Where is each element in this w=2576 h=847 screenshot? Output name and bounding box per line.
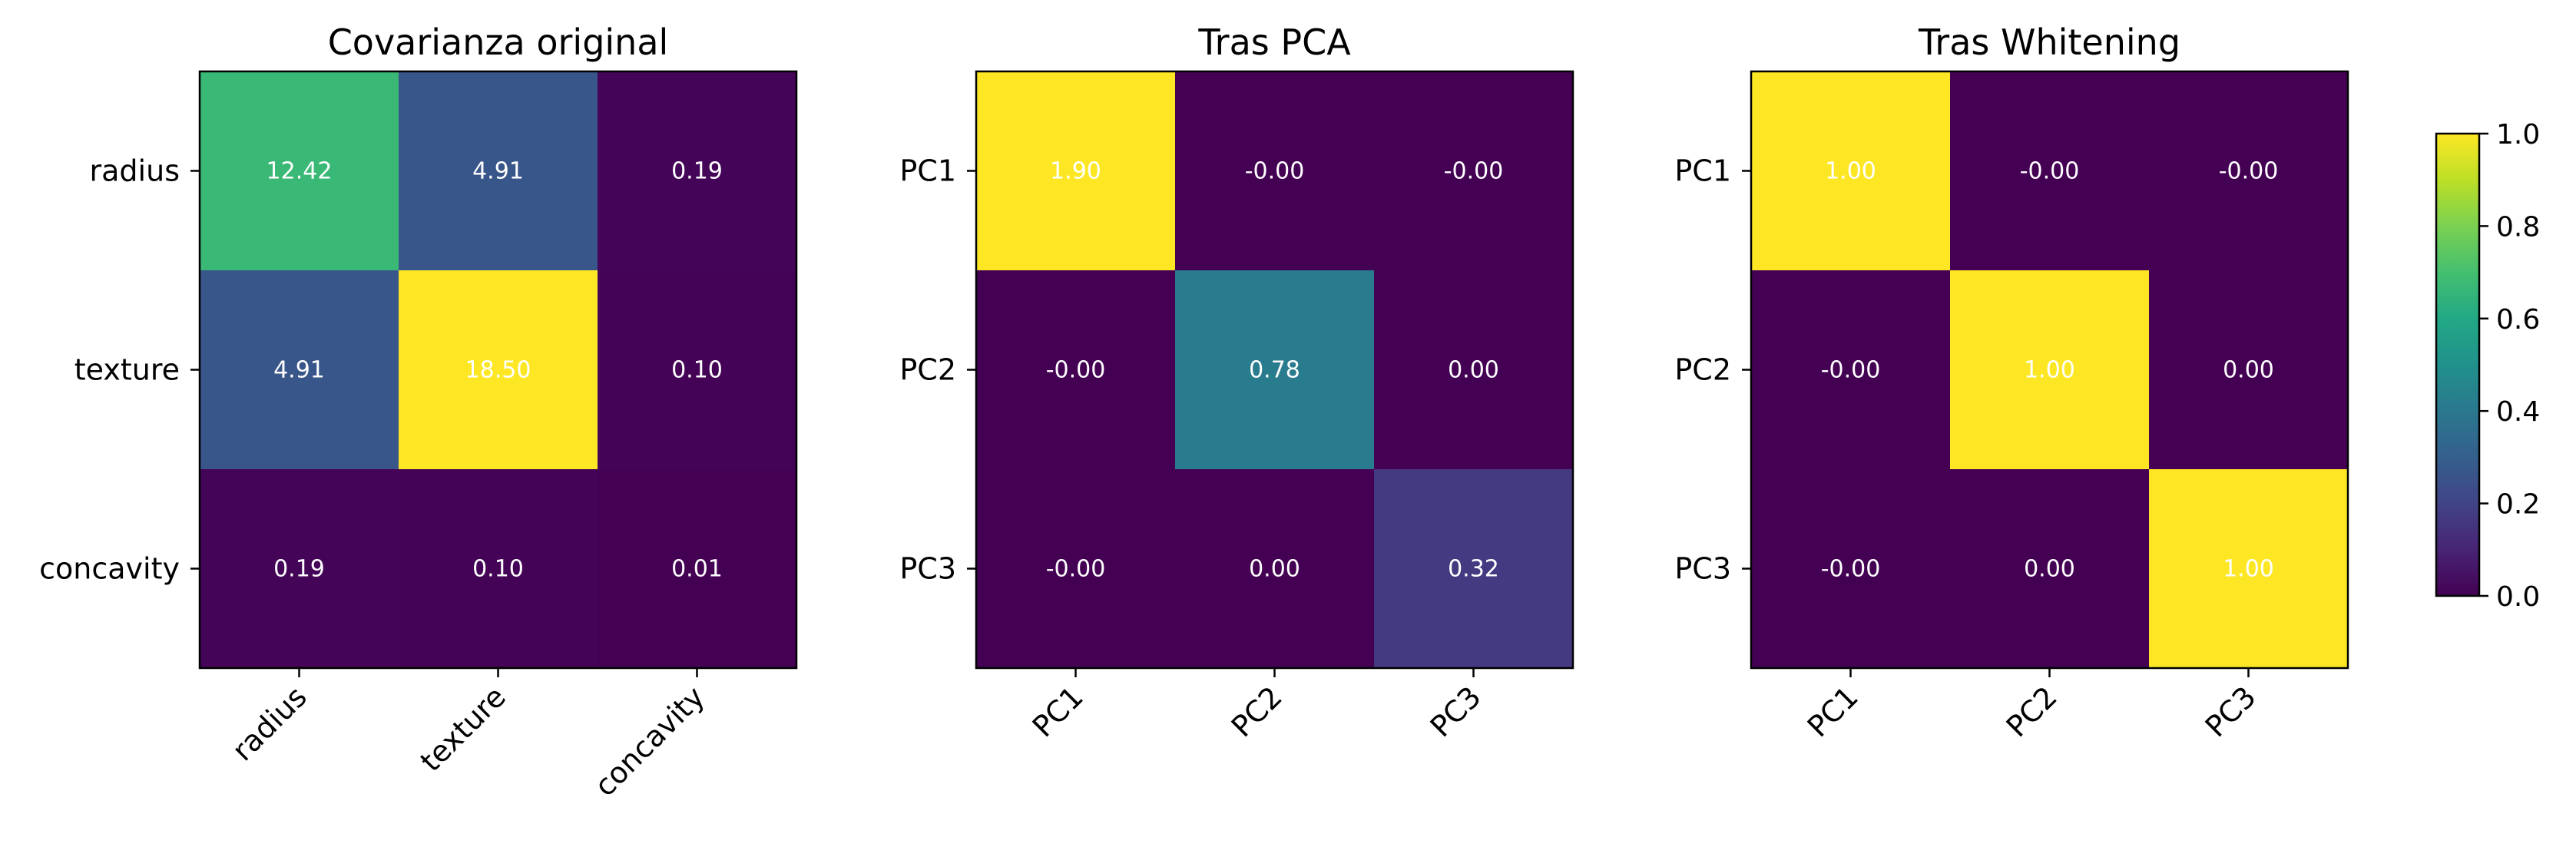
cell-value-label: -0.00 xyxy=(2020,158,2080,185)
cell-value-label: -0.00 xyxy=(1046,357,1106,384)
cell-value-label: 0.78 xyxy=(1249,357,1300,384)
heatmap-cell-1-2 xyxy=(1175,71,1375,271)
heatmap-panel-2: 1.90 -0.00 -0.00 -0.00 0.78 0.00 -0.00 0.00 0.32… xyxy=(899,22,1574,743)
cell-value-label: -0.00 xyxy=(1821,556,1881,583)
heatmap-cell-2-1 xyxy=(976,270,1176,470)
y-tick-label: radius xyxy=(90,154,180,188)
y-tick-label: PC2 xyxy=(899,353,956,387)
cell-value-label: 1.00 xyxy=(1825,158,1876,185)
heatmap-cell-1-3 xyxy=(2149,71,2349,271)
heatmap-cell-3-2 xyxy=(1950,469,2150,669)
y-tick-label: PC3 xyxy=(899,552,956,586)
colorbar-tick-label: 0.0 xyxy=(2496,581,2540,613)
heatmap-cell-3-2 xyxy=(399,469,598,669)
y-tick-label: concavity xyxy=(39,552,180,586)
heatmap-cell-3-1 xyxy=(976,469,1176,669)
cell-value-label: 1.90 xyxy=(1050,158,1101,185)
cell-value-label: 4.91 xyxy=(472,158,524,185)
cell-value-label: 4.91 xyxy=(273,357,325,384)
y-tick-label: PC2 xyxy=(1674,353,1731,387)
x-tick-label: PC3 xyxy=(2199,680,2263,743)
x-tick-label: texture xyxy=(414,680,512,778)
heatmap-panel-1: 12.42 4.91 0.19 4.91 18.50 0.10 0.19 0.10 0.01 Co… xyxy=(39,22,798,803)
cell-value-label: 0.10 xyxy=(671,357,723,384)
heatmap-cell-2-3 xyxy=(598,270,797,470)
chart-title: Tras PCA xyxy=(1197,22,1351,63)
x-tick-label: PC2 xyxy=(2000,680,2064,743)
heatmap-cell-1-1 xyxy=(1751,71,1951,271)
x-tick-label: radius xyxy=(226,680,313,767)
y-tick-label: PC3 xyxy=(1674,552,1731,586)
cell-value-label: 18.50 xyxy=(465,357,531,384)
heatmap-cell-2-3 xyxy=(1374,270,1574,470)
heatmap-cell-3-3 xyxy=(2149,469,2349,669)
heatmap-panel-3: 1.00 -0.00 -0.00 -0.00 1.00 0.00 -0.00 0.00 1.00… xyxy=(1674,22,2349,743)
x-tick-label: PC2 xyxy=(1225,680,1289,743)
heatmap-cell-2-2 xyxy=(399,270,598,470)
heatmap-cell-3-3 xyxy=(598,469,797,669)
heatmap-cell-1-2 xyxy=(399,71,598,271)
cell-value-label: 0.19 xyxy=(273,556,325,583)
x-tick-label: PC3 xyxy=(1424,680,1488,743)
cell-value-label: 0.00 xyxy=(1448,357,1499,384)
cell-value-label: 0.32 xyxy=(1448,556,1499,583)
colorbar-tick-label: 0.2 xyxy=(2496,489,2540,521)
cell-value-label: -0.00 xyxy=(1046,556,1106,583)
heatmap-cell-3-2 xyxy=(1175,469,1375,669)
colorbar-tick-label: 0.6 xyxy=(2496,304,2540,336)
cell-value-label: 0.19 xyxy=(671,158,723,185)
cell-value-label: 0.00 xyxy=(2024,556,2075,583)
cell-value-label: 1.00 xyxy=(2024,357,2075,384)
colorbar-tick-label: 0.8 xyxy=(2496,211,2540,243)
heatmap-cell-2-1 xyxy=(200,270,399,470)
heatmap-cell-3-1 xyxy=(200,469,399,669)
cell-value-label: -0.00 xyxy=(1245,158,1305,185)
cell-value-label: 0.00 xyxy=(1249,556,1300,583)
cell-value-label: 1.00 xyxy=(2223,556,2274,583)
heatmap-cell-1-3 xyxy=(598,71,797,271)
x-tick-label: PC1 xyxy=(1026,680,1090,743)
y-tick-label: PC1 xyxy=(899,154,956,188)
heatmap-cell-2-2 xyxy=(1950,270,2150,470)
heatmap-cell-2-2 xyxy=(1175,270,1375,470)
x-tick-label: concavity xyxy=(588,680,710,802)
y-tick-label: PC1 xyxy=(1674,154,1731,188)
cell-value-label: -0.00 xyxy=(1821,357,1881,384)
heatmap-cell-3-3 xyxy=(1374,469,1574,669)
heatmap-cell-3-1 xyxy=(1751,469,1951,669)
cell-value-label: -0.00 xyxy=(2219,158,2279,185)
heatmap-cell-1-1 xyxy=(976,71,1176,271)
cell-value-label: 0.00 xyxy=(2223,357,2274,384)
x-tick-label: PC1 xyxy=(1801,680,1865,743)
colorbar-frame xyxy=(2435,132,2481,597)
heatmap-cell-2-3 xyxy=(2149,270,2349,470)
chart-title: Tras Whitening xyxy=(1918,22,2180,63)
colorbar-gradient xyxy=(2436,134,2479,596)
heatmap-cell-2-1 xyxy=(1751,270,1951,470)
heatmap-cell-1-1 xyxy=(200,71,399,271)
heatmap-cell-1-3 xyxy=(1374,71,1574,271)
heatmap-cell-1-2 xyxy=(1950,71,2150,271)
cell-value-label: 12.42 xyxy=(267,158,333,185)
cell-value-label: -0.00 xyxy=(1444,158,1504,185)
cell-value-label: 0.10 xyxy=(472,556,524,583)
y-tick-label: texture xyxy=(74,353,180,387)
colorbar-tick-label: 1.0 xyxy=(2496,119,2540,151)
colorbar: 0.0 0.2 0.4 0.6 0.8 1.0 xyxy=(2435,119,2540,613)
cell-value-label: 0.01 xyxy=(671,556,723,583)
colorbar-tick-label: 0.4 xyxy=(2496,396,2540,428)
chart-title: Covarianza original xyxy=(328,22,669,63)
